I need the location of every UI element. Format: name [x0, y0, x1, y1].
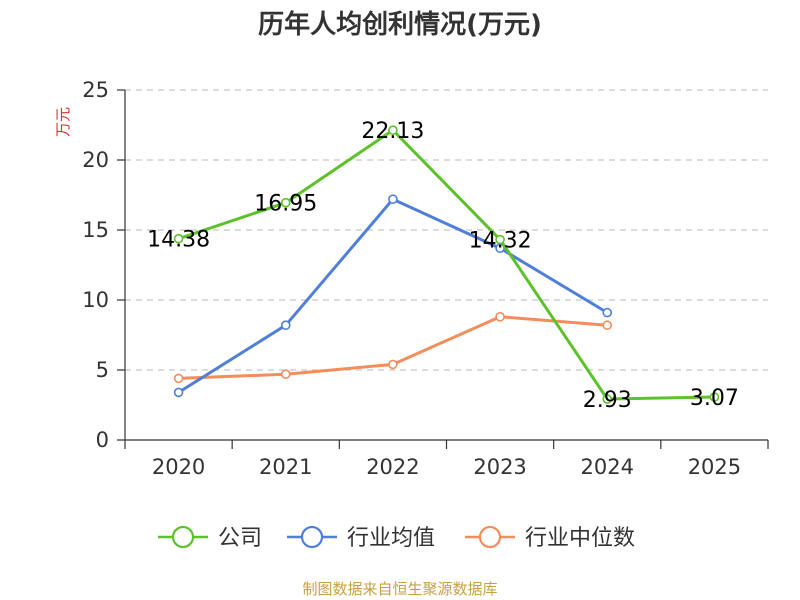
series-1: [173, 194, 613, 398]
legend-label: 公司: [218, 526, 262, 551]
data-label: 3.07: [690, 386, 739, 411]
series-0: [173, 125, 720, 404]
y-tick-label: 15: [82, 218, 109, 242]
series-2: [173, 311, 613, 384]
y-tick-label: 0: [96, 428, 109, 452]
series-line: [178, 128, 715, 401]
legend-marker: [171, 525, 195, 549]
legend-item: 行业中位数: [465, 525, 635, 551]
x-tick-label: 2024: [581, 455, 634, 479]
y-tick-label: 25: [82, 78, 109, 102]
legend-item: 行业均值: [287, 525, 435, 551]
data-point: [388, 359, 398, 370]
x-tick-label: 2025: [688, 455, 741, 479]
y-tick-label: 5: [96, 358, 109, 382]
data-point: [173, 233, 184, 244]
x-tick-label: 2020: [152, 455, 205, 479]
data-label: 2.93: [583, 388, 632, 413]
source-note: 制图数据来自恒生聚源数据库: [302, 580, 497, 598]
chart-title: 历年人均创利情况(万元): [258, 9, 542, 40]
data-point: [173, 373, 184, 384]
data-point: [173, 387, 184, 398]
data-point: [280, 197, 291, 208]
y-axis-label: 万元: [54, 107, 72, 137]
data-labels: 14.38 16.95 22.13 14.32 2.93 3.07: [147, 119, 739, 413]
data-point: [602, 394, 613, 404]
data-label: 16.95: [254, 192, 317, 217]
legend-marker: [478, 525, 502, 549]
data-label: 14.38: [147, 228, 210, 253]
data-point: [280, 369, 291, 380]
data-point: [388, 194, 398, 204]
data-point: [602, 307, 613, 318]
y-tick-label: 20: [82, 148, 109, 172]
series: [173, 125, 720, 404]
grid: [125, 89, 768, 371]
data-point: [280, 320, 291, 331]
data-label: 14.32: [469, 229, 532, 254]
data-point: [495, 311, 505, 322]
x-tick-label: 2021: [259, 455, 312, 479]
data-label: 22.13: [361, 119, 424, 144]
data-point: [709, 392, 720, 402]
data-point: [602, 320, 613, 331]
legend-marker: [300, 525, 324, 549]
data-point: [388, 125, 398, 135]
legend-label: 行业中位数: [525, 526, 635, 551]
legend: 公司 行业均值 行业中位数: [158, 525, 635, 551]
legend-label: 行业均值: [347, 526, 435, 551]
legend-item: 公司: [158, 525, 262, 551]
x-tick-label: 2023: [473, 455, 526, 479]
x-tick-label: 2022: [366, 455, 419, 479]
data-point: [495, 234, 505, 245]
y-tick-label: 10: [82, 288, 109, 312]
